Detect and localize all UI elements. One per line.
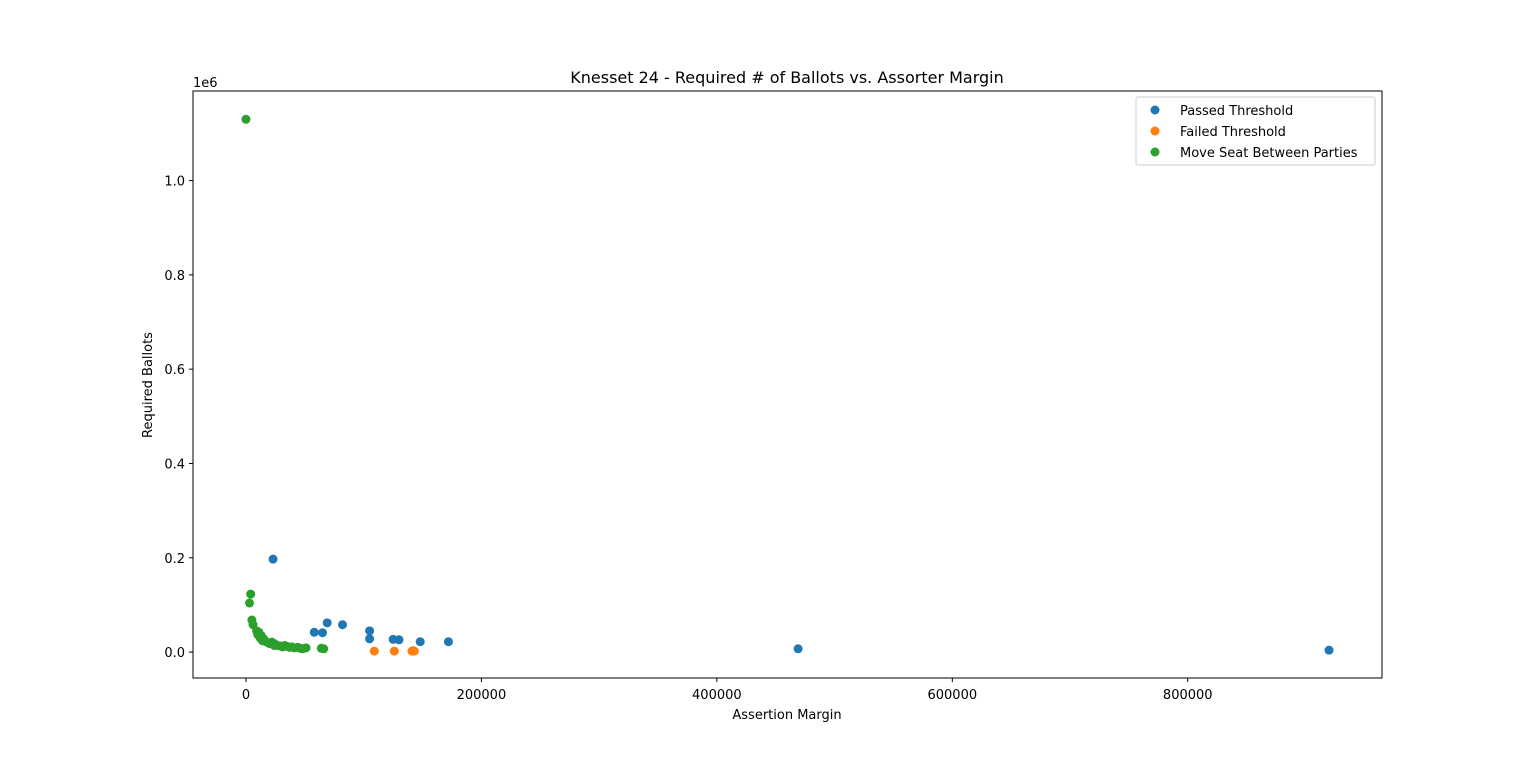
legend-label-1: Failed Threshold — [1180, 125, 1286, 140]
x-axis-label: Assertion Margin — [732, 708, 841, 723]
data-point-series-1-4 — [408, 646, 418, 656]
data-point-series-2-31 — [319, 644, 329, 654]
data-point-series-2-1 — [246, 589, 256, 599]
data-point-series-0-3 — [322, 618, 332, 628]
legend: Passed Threshold Failed Threshold Move Sea… — [1135, 96, 1376, 166]
y-tick-label: 0.0 — [164, 646, 185, 661]
data-point-series-0-11 — [793, 644, 803, 654]
data-point-series-0-10 — [443, 637, 453, 647]
legend-box — [1135, 96, 1376, 166]
data-point-series-0-4 — [338, 620, 348, 630]
chart-title: Knesset 24 - Required # of Ballots vs. A… — [570, 68, 1004, 87]
data-point-series-0-12 — [1324, 645, 1334, 655]
points-layer — [241, 114, 1334, 656]
x-tick-label: 0 — [242, 688, 250, 703]
legend-marker-1 — [1150, 126, 1160, 136]
data-point-series-2-2 — [245, 598, 255, 608]
y-tick-label: 0.6 — [164, 363, 185, 378]
data-point-series-0-1 — [309, 627, 319, 637]
legend-label-0: Passed Threshold — [1180, 104, 1293, 119]
data-point-series-2-0 — [241, 114, 251, 124]
data-point-series-0-9 — [415, 637, 425, 647]
data-point-series-0-6 — [365, 634, 375, 644]
y-tick-label: 1.0 — [164, 175, 185, 190]
x-tick-label: 200000 — [457, 688, 507, 703]
y-tick-label: 0.4 — [164, 457, 185, 472]
data-point-series-2-29 — [301, 643, 311, 653]
x-tick-label: 600000 — [927, 688, 977, 703]
legend-label-2: Move Seat Between Parties — [1180, 146, 1358, 161]
data-point-series-0-0 — [268, 554, 278, 564]
legend-marker-0 — [1150, 105, 1160, 115]
y-offset-label: 1e6 — [193, 76, 218, 91]
x-tick-label: 800000 — [1163, 688, 1213, 703]
data-point-series-1-1 — [389, 646, 399, 656]
data-point-series-0-2 — [317, 628, 327, 638]
ticks-layer: 0 200000 400000 600000 800000 0.0 0.2 0.4 0.6 0.8… — [164, 175, 1212, 703]
plot-frame — [192, 90, 1383, 679]
y-tick-label: 0.2 — [164, 552, 185, 567]
data-point-series-0-5 — [365, 626, 375, 636]
y-axis-label: Required Ballots — [141, 332, 156, 438]
data-point-series-0-8 — [394, 635, 404, 645]
data-point-series-1-0 — [369, 646, 379, 656]
x-tick-label: 400000 — [692, 688, 742, 703]
y-tick-label: 0.8 — [164, 269, 185, 284]
legend-marker-2 — [1150, 147, 1160, 157]
